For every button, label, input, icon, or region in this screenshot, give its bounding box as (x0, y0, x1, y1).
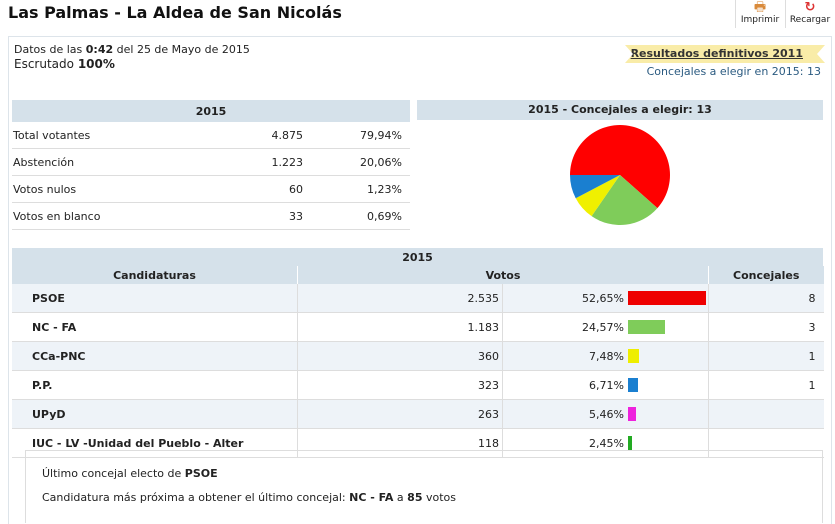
party-bar-cell (627, 284, 709, 313)
results-year: 2015 (12, 248, 824, 266)
scrutiny-value: 100% (77, 57, 115, 71)
time-prefix: Datos de las (14, 43, 83, 56)
result-row: IUC - LV -Unidad del Pueblo - Alter 118 2,… (12, 428, 824, 458)
results-2011-link[interactable]: Resultados definitivos 2011 (625, 45, 825, 63)
party-pct: 7,48% (502, 341, 627, 371)
col-seats: Concejales (708, 266, 824, 284)
summary-value: 33 (212, 202, 311, 230)
results-panel: Datos de las 0:42 del 25 de Mayo de 2015… (8, 36, 832, 524)
next-suffix: votos (425, 491, 456, 504)
party-bar (628, 436, 632, 450)
scrutiny-label: Escrutado (14, 57, 74, 71)
summary-pct: 1,23% (311, 175, 410, 203)
reload-button[interactable]: ↻ Recargar (785, 0, 834, 28)
result-row: UPyD 263 5,46% (12, 399, 824, 429)
party-pct: 2,45% (502, 428, 627, 458)
last-councillor-note: Último concejal electo de PSOE Candidatu… (25, 450, 823, 523)
pie-title: 2015 - Concejales a elegir: 13 (417, 100, 823, 120)
party-pct: 6,71% (502, 370, 627, 400)
last-prefix: Último concejal electo de (42, 467, 182, 480)
party-votes: 323 (297, 370, 503, 400)
party-votes: 2.535 (297, 284, 503, 313)
party-seats: 3 (708, 312, 824, 342)
party-seats (708, 428, 824, 458)
party-seats: 1 (708, 370, 824, 400)
pie-slice-nc-fa (591, 175, 658, 225)
party-name: CCa-PNC (12, 341, 298, 371)
party-bar (628, 320, 665, 334)
party-bar-cell (627, 428, 709, 458)
data-info: Datos de las 0:42 del 25 de Mayo de 2015… (14, 43, 250, 72)
pie-slice-p-p- (570, 175, 620, 199)
party-seats: 1 (708, 341, 824, 371)
last-party: PSOE (184, 467, 218, 480)
party-bar (628, 407, 637, 421)
party-seats: 8 (708, 284, 824, 313)
result-row: CCa-PNC 360 7,48% 1 (12, 341, 824, 371)
party-votes: 1.183 (297, 312, 503, 342)
party-bar-cell (627, 312, 709, 342)
party-bar (628, 291, 707, 305)
summary-row: Total votantes 4.875 79,94% (12, 122, 410, 149)
summary-row: Votos nulos 60 1,23% (12, 175, 410, 203)
summary-pct: 20,06% (311, 148, 410, 176)
next-votes: 85 (407, 491, 423, 504)
reload-icon: ↻ (804, 0, 816, 15)
print-button[interactable]: 🖶 Imprimir (735, 0, 784, 28)
summary-header: 2015 (12, 100, 410, 122)
summary-label: Total votantes (12, 122, 212, 149)
result-row: NC - FA 1.183 24,57% 3 (12, 312, 824, 342)
next-prefix: Candidatura más próxima a obtener el últ… (42, 491, 346, 504)
printer-icon: 🖶 (753, 0, 767, 15)
summary-row: Abstención 1.223 20,06% (12, 148, 410, 176)
party-name: UPyD (12, 399, 298, 429)
results-table: 2015 Candidaturas Votos Concejales PSOE 2.5… (12, 248, 824, 458)
summary-label: Votos nulos (12, 175, 212, 203)
party-name: PSOE (12, 284, 298, 313)
summary-pct: 0,69% (311, 202, 410, 230)
col-party: Candidaturas (12, 266, 298, 284)
next-mid: a (396, 491, 404, 504)
reload-label: Recargar (789, 15, 831, 25)
summary-value: 4.875 (212, 122, 311, 149)
party-name: IUC - LV -Unidad del Pueblo - Alter (12, 428, 298, 458)
time: 0:42 (85, 43, 114, 56)
print-label: Imprimir (740, 15, 780, 25)
result-row: P.P. 323 6,71% 1 (12, 370, 824, 400)
summary-label: Abstención (12, 148, 212, 176)
party-name: P.P. (12, 370, 298, 400)
next-party: NC - FA (349, 491, 394, 504)
party-bar-cell (627, 341, 709, 371)
summary-label: Votos en blanco (12, 202, 212, 230)
councillors-to-elect: Concejales a elegir en 2015: 13 (646, 65, 821, 78)
party-name: NC - FA (12, 312, 298, 342)
party-seats (708, 399, 824, 429)
col-votes: Votos (297, 266, 709, 284)
party-votes: 118 (297, 428, 503, 458)
seats-pie-chart (570, 125, 670, 225)
party-bar (628, 349, 640, 363)
pie-slice-cca-pnc (575, 175, 620, 217)
page-title: Las Palmas - La Aldea de San Nicolás (8, 3, 342, 22)
summary-value: 1.223 (212, 148, 311, 176)
summary-pct: 79,94% (311, 122, 410, 149)
party-pct: 24,57% (502, 312, 627, 342)
pie-slice-psoe (570, 125, 670, 209)
result-row: PSOE 2.535 52,65% 8 (12, 284, 824, 313)
summary-row: Votos en blanco 33 0,69% (12, 202, 410, 230)
party-bar-cell (627, 370, 709, 400)
party-pct: 5,46% (502, 399, 627, 429)
party-votes: 263 (297, 399, 503, 429)
summary-value: 60 (212, 175, 311, 203)
summary-table: 2015 Total votantes 4.875 79,94% Abstención… (12, 100, 410, 230)
party-votes: 360 (297, 341, 503, 371)
date: del 25 de Mayo de 2015 (116, 43, 250, 56)
party-bar (628, 378, 638, 392)
party-bar-cell (627, 399, 709, 429)
party-pct: 52,65% (502, 284, 627, 313)
